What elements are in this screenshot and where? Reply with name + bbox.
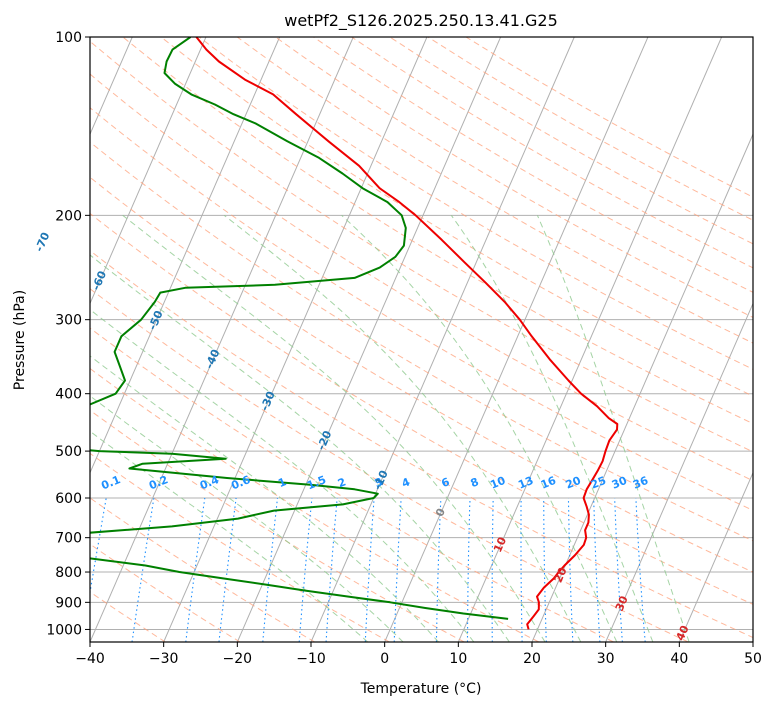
- isotherm-line: [90, 37, 354, 642]
- x-tick-label: −40: [75, 651, 105, 667]
- temperature-line: [195, 37, 619, 630]
- isotherm-line: [678, 471, 753, 642]
- isotherm-line: [457, 37, 723, 642]
- x-tick-label: −20: [223, 651, 253, 667]
- moist-adiabat: [90, 308, 475, 642]
- x-tick-label: 40: [670, 651, 688, 667]
- dry-adiabat: [90, 452, 390, 642]
- isotherm-label: 40: [674, 623, 692, 643]
- chart-title: wetPf2_S126.2025.250.13.41.G25: [284, 11, 558, 31]
- dry-adiabat: [90, 141, 753, 542]
- isotherm-line: [605, 302, 753, 642]
- mixing-ratio-label: 30: [610, 474, 629, 492]
- dry-adiabat: [90, 367, 540, 642]
- mixing-ratio-label: 3: [373, 475, 385, 490]
- mixing-ratio-line: [491, 497, 494, 642]
- isotherm-label: 10: [491, 535, 509, 555]
- isotherm-line: [163, 37, 428, 642]
- mixing-ratio-label: 25: [589, 474, 608, 492]
- dry-adiabat: [90, 176, 753, 573]
- x-tick-label: 50: [744, 651, 762, 667]
- mixing-ratio-line: [614, 497, 623, 642]
- dry-adiabat: [275, 37, 753, 318]
- mixing-ratio-line: [543, 498, 547, 642]
- dewpoint-line: [90, 37, 509, 620]
- y-tick-label: 900: [55, 595, 82, 611]
- plot-frame: [89, 36, 754, 643]
- y-tick-label: 800: [55, 565, 82, 581]
- mixing-ratio-label: 13: [516, 474, 535, 492]
- mixing-ratio-line: [262, 497, 279, 642]
- dry-adiabat: [90, 497, 315, 642]
- moist-adiabat: [536, 215, 690, 642]
- y-tick-label: 600: [55, 491, 82, 507]
- mixing-ratio-label: 1: [276, 475, 288, 490]
- moist-adiabat: [223, 214, 582, 642]
- x-tick-label: −30: [149, 651, 179, 667]
- mixing-ratio-line: [218, 497, 237, 642]
- x-axis-label: Temperature (°C): [360, 681, 482, 697]
- moist-adiabat: [90, 430, 369, 642]
- x-tick-label: 20: [523, 651, 541, 667]
- isotherm-label: 20: [552, 565, 570, 585]
- isotherm-line: [531, 132, 753, 642]
- mixing-ratio-line: [466, 497, 471, 642]
- dry-adiabat: [90, 212, 753, 605]
- mixing-ratio-label: 16: [539, 474, 558, 492]
- mixing-ratio-line: [325, 497, 338, 642]
- data-lines: [90, 37, 619, 630]
- moist-adiabat: [90, 355, 439, 642]
- background-lines: [90, 37, 753, 642]
- y-tick-label: 200: [55, 208, 82, 224]
- mixing-ratio-label: 10: [488, 474, 507, 492]
- moist-adiabat: [122, 214, 546, 642]
- isotherm-line: [90, 37, 207, 305]
- axis-ticks: −40 −30 −20 −10 0 10 20 30 40 50 100 200 300 400 500 60…: [46, 30, 762, 667]
- mixing-ratio-line: [567, 498, 574, 642]
- y-tick-label: 500: [55, 444, 82, 460]
- mixing-ratio-line: [131, 497, 155, 642]
- y-tick-label: 100: [55, 30, 82, 46]
- mixing-ratio-line: [393, 497, 402, 642]
- mixing-ratio-line: [520, 498, 523, 642]
- y-axis-label: Pressure (hPa): [12, 290, 28, 390]
- moist-adiabat: [450, 215, 654, 642]
- dry-adiabat: [90, 249, 753, 639]
- mixing-ratio-label: 2: [336, 475, 348, 490]
- isotherm-line: [90, 37, 281, 474]
- dry-adiabat: [122, 37, 753, 425]
- isotherm-line: [310, 37, 575, 642]
- x-tick-label: 0: [380, 651, 389, 667]
- mixing-ratio-label: 8: [469, 475, 481, 490]
- x-tick-label: 30: [597, 651, 615, 667]
- isotherm-label: 30: [613, 594, 631, 614]
- x-tick-label: −10: [296, 651, 326, 667]
- dry-adiabat: [90, 107, 753, 511]
- y-tick-label: 700: [55, 531, 82, 547]
- mixing-ratio-line: [435, 497, 442, 642]
- mixing-ratio-line: [635, 497, 646, 642]
- y-tick-label: 1000: [46, 622, 82, 638]
- mixing-ratio-line: [364, 497, 375, 642]
- moist-adiabat: [90, 395, 404, 642]
- dry-adiabat: [236, 37, 753, 344]
- mixing-ratio-label: 20: [564, 474, 583, 492]
- isotherm-line: [384, 37, 649, 642]
- dry-adiabat: [90, 327, 614, 642]
- mixing-ratio-line: [298, 497, 313, 642]
- dry-adiabat: [90, 40, 753, 453]
- mixing-ratio-line: [593, 497, 601, 642]
- y-tick-label: 400: [55, 387, 82, 403]
- mixing-ratio-line: [185, 497, 206, 642]
- mixing-ratio-label: 36: [631, 474, 650, 492]
- moist-adiabat: [341, 214, 618, 642]
- x-tick-label: 10: [449, 651, 467, 667]
- dry-adiabat: [90, 409, 465, 642]
- isotherm-line: [236, 37, 502, 642]
- y-tick-label: 300: [55, 313, 82, 329]
